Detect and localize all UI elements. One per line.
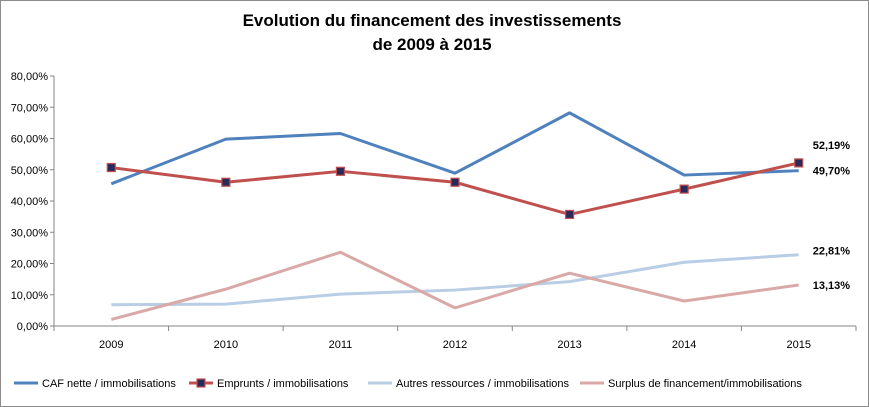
legend-item-3: Autres ressources / immobilisations (368, 378, 570, 390)
y-tick-label: 30,00% (11, 227, 49, 239)
series-1 (110, 111, 799, 186)
data-point-marker (335, 166, 346, 176)
legend-label: Surplus de financement/immobilisations (608, 378, 802, 390)
series-4 (110, 250, 799, 321)
series-line (111, 253, 799, 307)
series-layer (106, 111, 804, 321)
y-tick-label: 0,00% (17, 321, 48, 333)
x-tick-label: 2015 (786, 339, 810, 351)
y-tick-label: 80,00% (11, 71, 49, 83)
y-tick-label: 50,00% (11, 165, 49, 177)
data-point-marker (564, 209, 575, 220)
x-tick-label: 2009 (99, 339, 123, 351)
x-tick-label: 2012 (443, 339, 467, 351)
legend-item-4: Surplus de financement/immobilisations (580, 378, 802, 390)
legend-item-2: Emprunts / immobilisations (189, 378, 349, 390)
series-2 (106, 158, 804, 220)
x-tick-label: 2011 (329, 339, 353, 351)
y-tick-label: 40,00% (11, 196, 49, 208)
legend-label: Emprunts / immobilisations (217, 378, 349, 390)
series-line (110, 111, 799, 186)
x-tick-label: 2010 (214, 339, 238, 351)
y-tick-label: 60,00% (11, 134, 49, 146)
data-label: 13,13% (813, 280, 851, 292)
series-3 (111, 253, 799, 307)
chart-title-line-2: de 2009 à 2015 (372, 35, 491, 54)
chart-title-line-1: Evolution du financement des investissem… (243, 11, 622, 30)
y-tick-label: 20,00% (11, 259, 49, 271)
y-tick-label: 10,00% (11, 290, 49, 302)
legend-item-1: CAF nette / immobilisations (14, 378, 176, 390)
legend: CAF nette / immobilisations Emprunts / im… (14, 378, 802, 390)
data-label: 52,19% (813, 140, 851, 152)
x-tick-label: 2013 (557, 339, 581, 351)
chart-title: Evolution du financement des investissem… (243, 11, 622, 54)
legend-label: Autres ressources / immobilisations (396, 378, 570, 390)
data-point-marker (794, 158, 804, 168)
data-point-marker (450, 177, 460, 187)
series-line (110, 250, 799, 321)
axes: 0,00% 10,00% 20,00% 30,00% 40,00% 50,00% 60,00… (11, 71, 857, 351)
data-label: 22,81% (813, 246, 851, 258)
data-labels: 49,70% 52,19% 22,81% 13,13% (813, 140, 851, 292)
data-point-marker (679, 184, 689, 194)
data-point-marker (221, 177, 231, 187)
legend-marker (196, 378, 206, 388)
data-point-marker (106, 162, 116, 173)
x-tick-label: 2014 (672, 339, 696, 351)
y-tick-label: 70,00% (11, 102, 49, 114)
series-line (111, 161, 800, 216)
data-label: 49,70% (813, 166, 851, 178)
legend-label: CAF nette / immobilisations (42, 378, 176, 390)
